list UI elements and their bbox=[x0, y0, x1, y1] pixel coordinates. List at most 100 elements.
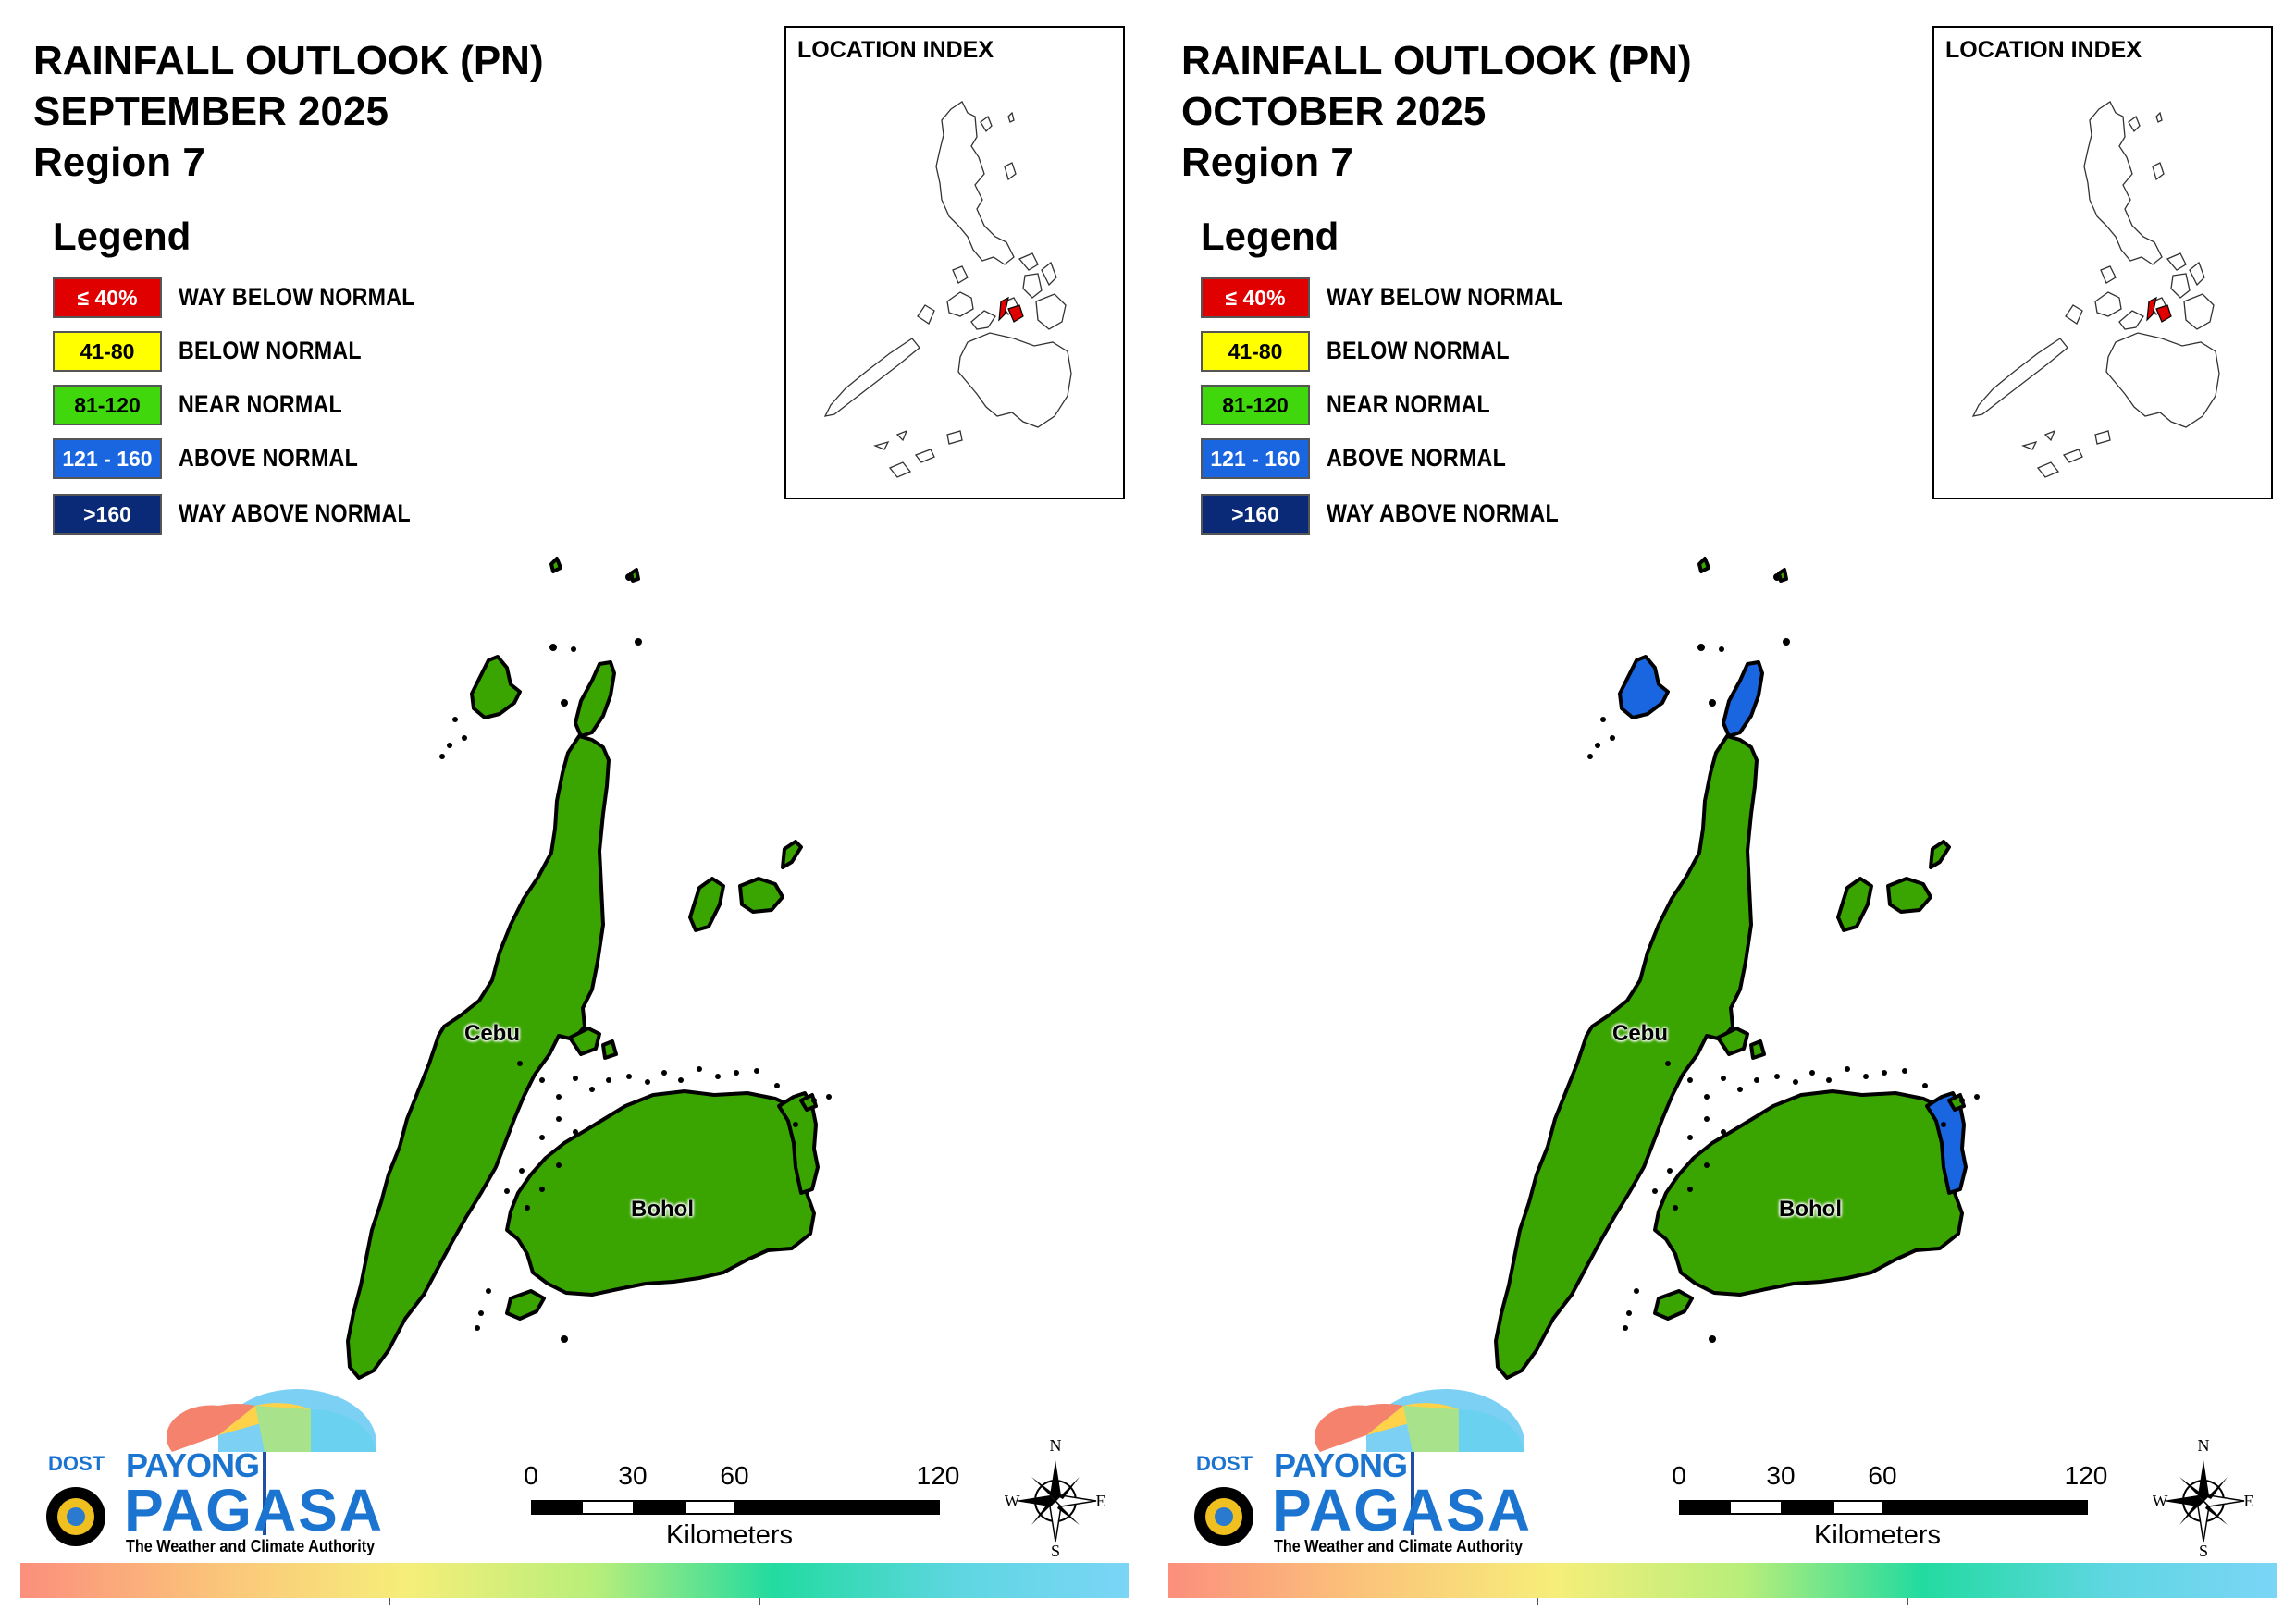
map-title: RAINFALL OUTLOOK (PN) SEPTEMBER 2025 Reg… bbox=[33, 35, 544, 188]
mactan-island bbox=[1716, 1027, 1749, 1056]
compass-e-label: E bbox=[1096, 1492, 1106, 1510]
cebu-label: Cebu bbox=[464, 1021, 520, 1046]
legend-label: BELOW NORMAL bbox=[1327, 337, 1510, 364]
bantayan-island bbox=[1618, 655, 1670, 719]
small-island-3 bbox=[1697, 557, 1710, 573]
compass-w-label: W bbox=[1005, 1492, 1020, 1510]
footer-color-strip bbox=[20, 1563, 1129, 1598]
legend-swatch: 41-80 bbox=[1201, 331, 1310, 372]
scale-tick-0: 0 bbox=[524, 1461, 538, 1490]
north-cebu-tip bbox=[574, 660, 616, 738]
legend-swatch: ≤ 40% bbox=[1201, 277, 1310, 318]
small-island-1 bbox=[601, 1039, 618, 1060]
scale-bar: 0 30 60 120 Kilometers bbox=[1672, 1461, 2107, 1550]
bantayan-island bbox=[470, 655, 522, 719]
small-island-4 bbox=[1777, 568, 1788, 583]
legend-swatch: ≤ 40% bbox=[53, 277, 162, 318]
bohol-island bbox=[1653, 1089, 1964, 1297]
compass-e-label: E bbox=[2244, 1492, 2254, 1510]
map-title: RAINFALL OUTLOOK (PN) OCTOBER 2025 Regio… bbox=[1181, 35, 1692, 188]
pagasa-logo: DOST PAYONG PAGASA The Weather and Clima… bbox=[1181, 1387, 1570, 1563]
small-island-2 bbox=[1947, 1093, 1966, 1112]
scale-tick-120: 120 bbox=[2064, 1461, 2108, 1490]
islets bbox=[439, 573, 832, 1343]
bohol-island bbox=[505, 1089, 816, 1297]
legend-heading: Legend bbox=[1201, 215, 1339, 258]
camotes-island-poro bbox=[1929, 840, 1951, 869]
location-index-box: LOCATION INDEX bbox=[1932, 26, 2273, 499]
scale-tick-30: 30 bbox=[1766, 1461, 1796, 1490]
scale-tick-60: 60 bbox=[1868, 1461, 1897, 1490]
cebu-label: Cebu bbox=[1612, 1021, 1668, 1046]
small-island-3 bbox=[549, 557, 562, 573]
legend-swatch: 121 - 160 bbox=[53, 438, 162, 479]
legend-swatch: 121 - 160 bbox=[1201, 438, 1310, 479]
location-index-box: LOCATION INDEX bbox=[784, 26, 1125, 499]
title-line-1: RAINFALL OUTLOOK (PN) bbox=[1181, 38, 1692, 83]
compass-n-label: N bbox=[2198, 1438, 2210, 1455]
legend-label: NEAR NORMAL bbox=[1327, 390, 1490, 418]
legend-swatch: >160 bbox=[1201, 494, 1310, 535]
scale-bar: 0 30 60 120 Kilometers bbox=[524, 1461, 959, 1550]
payong-umbrella-icon bbox=[46, 1389, 377, 1546]
location-index-title: LOCATION INDEX bbox=[1945, 37, 2142, 63]
legend-swatch: 81-120 bbox=[53, 385, 162, 425]
cebu-island bbox=[346, 734, 611, 1380]
pagasa-logo: DOST PAYONG PAGASA The Weather and Clima… bbox=[33, 1387, 422, 1563]
footer-color-strip bbox=[1168, 1563, 2277, 1598]
compass-w-label: W bbox=[2153, 1492, 2168, 1510]
north-arrow-compass-icon: N S W E bbox=[1005, 1438, 1106, 1558]
compass-s-label: S bbox=[1051, 1542, 1060, 1558]
philippines-index-map bbox=[1971, 101, 2220, 478]
legend-label: WAY ABOVE NORMAL bbox=[1327, 499, 1559, 527]
scale-tick-120: 120 bbox=[916, 1461, 960, 1490]
compass-s-label: S bbox=[2199, 1542, 2208, 1558]
logo-pagasa-text: PAGASA bbox=[1272, 1477, 1533, 1543]
outlook-panel-september: RAINFALL OUTLOOK (PN) SEPTEMBER 2025 Reg… bbox=[20, 26, 1129, 1605]
title-line-3: Region 7 bbox=[1181, 140, 1353, 185]
islets bbox=[1587, 573, 1980, 1343]
location-index-title: LOCATION INDEX bbox=[797, 37, 994, 63]
logo-dost-text: DOST bbox=[48, 1452, 105, 1475]
bohol-label: Bohol bbox=[631, 1197, 694, 1222]
legend-swatch: 41-80 bbox=[53, 331, 162, 372]
scale-tick-60: 60 bbox=[720, 1461, 749, 1490]
legend-label: ABOVE NORMAL bbox=[179, 444, 359, 472]
legend-label: ABOVE NORMAL bbox=[1327, 444, 1507, 472]
small-island-2 bbox=[799, 1093, 818, 1112]
logo-dost-text: DOST bbox=[1196, 1452, 1253, 1475]
title-line-1: RAINFALL OUTLOOK (PN) bbox=[33, 38, 544, 83]
small-island-1 bbox=[1749, 1039, 1766, 1060]
philippines-index-map bbox=[823, 101, 1072, 478]
logo-payong-text: PAYONG bbox=[1274, 1446, 1408, 1484]
legend-swatch: 81-120 bbox=[1201, 385, 1310, 425]
scale-tick-30: 30 bbox=[618, 1461, 648, 1490]
bohol-east-coast bbox=[777, 1091, 820, 1195]
legend-label: WAY BELOW NORMAL bbox=[179, 283, 415, 311]
mactan-island bbox=[568, 1027, 601, 1056]
camotes-island-east bbox=[738, 877, 784, 914]
legend-label: NEAR NORMAL bbox=[179, 390, 342, 418]
logo-pagasa-text: PAGASA bbox=[124, 1477, 385, 1543]
bohol-label: Bohol bbox=[1779, 1197, 1842, 1222]
cebu-island bbox=[1494, 734, 1759, 1380]
north-arrow-compass-icon: N S W E bbox=[2153, 1438, 2254, 1558]
legend-label: WAY BELOW NORMAL bbox=[1327, 283, 1563, 311]
camotes-island-west bbox=[1836, 877, 1873, 932]
scale-tick-0: 0 bbox=[1672, 1461, 1686, 1490]
scale-unit-label: Kilometers bbox=[666, 1520, 793, 1550]
scale-unit-label: Kilometers bbox=[1814, 1520, 1941, 1550]
bohol-east-coast bbox=[1925, 1091, 1968, 1195]
logo-tagline: The Weather and Climate Authority bbox=[126, 1537, 376, 1555]
legend-heading: Legend bbox=[53, 215, 191, 258]
north-cebu-tip bbox=[1722, 660, 1764, 738]
compass-n-label: N bbox=[1050, 1438, 1062, 1455]
camotes-island-east bbox=[1886, 877, 1932, 914]
title-line-3: Region 7 bbox=[33, 140, 205, 185]
camotes-island-poro bbox=[781, 840, 803, 869]
logo-tagline: The Weather and Climate Authority bbox=[1274, 1537, 1524, 1555]
legend-swatch: >160 bbox=[53, 494, 162, 535]
payong-umbrella-icon bbox=[1194, 1389, 1525, 1546]
camotes-island-west bbox=[688, 877, 725, 932]
small-island-4 bbox=[629, 568, 640, 583]
